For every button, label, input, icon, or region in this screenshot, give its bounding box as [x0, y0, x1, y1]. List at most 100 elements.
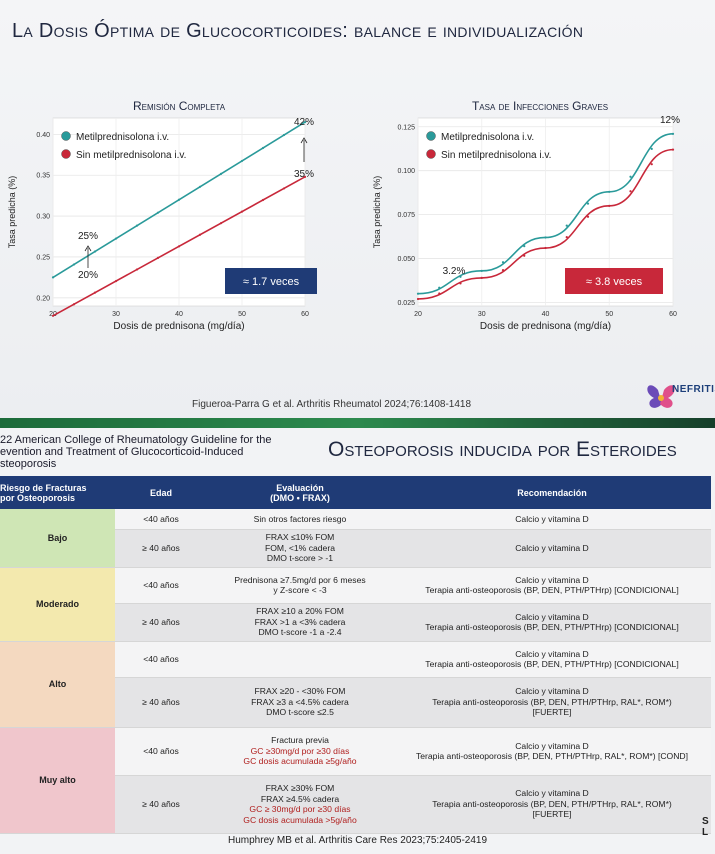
- series-point: [219, 222, 223, 225]
- age-cell: <40 años: [115, 509, 207, 530]
- annotation-high: 12%: [660, 115, 680, 126]
- evaluation-line: DMO t-score > -1: [266, 553, 334, 564]
- table-row: ≥ 40 años FRAX ≥30% FOM FRAX ≥4.5% cadera G…: [0, 775, 711, 834]
- evaluation-cell: [207, 641, 393, 678]
- y-tick-label: 0.125: [397, 124, 415, 131]
- evaluation-line: FRAX ≥4.5% cadera: [260, 793, 340, 804]
- series-point: [72, 303, 76, 306]
- reference-line: evention and Treatment of Glucocorticoid…: [0, 446, 244, 458]
- recommendation-line: Calcio y vitamina D: [515, 686, 589, 697]
- header-risk: Riesgo de Fracturas por Osteoporosis: [0, 476, 115, 509]
- table-header-row: Riesgo de Fracturas por Osteoporosis Eda…: [0, 476, 711, 509]
- age-cell: <40 años: [115, 567, 207, 604]
- evaluation-line: DMO t-score ≤2.5: [266, 707, 334, 718]
- y-tick-label: 0.100: [397, 168, 415, 175]
- age-cell: ≥ 40 años: [115, 677, 207, 728]
- series-point: [303, 120, 307, 124]
- butterfly-logo-icon: [647, 385, 675, 408]
- evaluation-cell: FRAX ≥30% FOM FRAX ≥4.5% cadera GC ≥ 30mg/…: [207, 775, 393, 834]
- evaluation-line: Sin otros factores riesgo: [253, 513, 347, 524]
- series-point: [565, 224, 568, 227]
- risk-level-cell: Moderado: [0, 567, 115, 642]
- x-tick-label: 20: [49, 311, 57, 318]
- series-point: [501, 261, 505, 264]
- series-point: [93, 250, 97, 253]
- recommendation-line: Calcio y vitamina D: [515, 611, 589, 622]
- series-point: [438, 286, 441, 289]
- series-point: [608, 190, 611, 193]
- evaluation-line: FRAX >1 a <3% cadera: [254, 616, 346, 627]
- series-point: [198, 233, 202, 236]
- y-tick-label: 0.025: [397, 300, 415, 307]
- series-point: [261, 146, 265, 150]
- y-axis-label: Tasa predicha (%): [372, 176, 382, 249]
- series-point: [671, 132, 675, 135]
- series-point: [501, 269, 505, 272]
- reference-line: 22 American College of Rheumatology Guid…: [0, 434, 272, 446]
- series-point: [240, 210, 244, 213]
- series-point: [544, 246, 547, 250]
- series-line-0: [417, 133, 674, 295]
- series-point: [303, 175, 307, 178]
- slide2-title: Osteoporosis inducida por Esteroides: [328, 438, 677, 461]
- series-point: [51, 276, 55, 279]
- series-point: [135, 268, 139, 271]
- y-tick-label: 0.050: [397, 256, 415, 263]
- table-row: ≥ 40 años FRAX ≥20 - <30% FOM FRAX ≥3 a <4…: [0, 677, 711, 728]
- evaluation-cell: Sin otros factores riesgo: [207, 509, 393, 530]
- legend-label: Metilprednisolona i.v.: [76, 132, 169, 143]
- legend-marker-icon: [426, 149, 436, 159]
- evaluation-line-highlight: GC dosis acumulada ≥5g/año: [243, 756, 357, 767]
- header-age: Edad: [115, 476, 207, 509]
- recommendation-line: Terapia anti-osteoporosis (BP, DEN, PTH/…: [425, 659, 679, 669]
- evaluation-line: Prednisona ≥7.5mg/d por 6 meses: [234, 574, 366, 585]
- series-point: [544, 236, 547, 239]
- reference-line: steoporosis: [0, 458, 57, 470]
- y-tick-label: 0.20: [36, 295, 50, 302]
- y-tick-label: 0.35: [36, 173, 50, 180]
- evaluation-cell: FRAX ≥20 - <30% FOM FRAX ≥3 a <4.5% cader…: [207, 677, 393, 728]
- evaluation-line: DMO t-score -1 a -2.4: [258, 627, 342, 638]
- y-axis-label: Tasa predicha (%): [7, 176, 17, 249]
- series-point: [177, 198, 181, 201]
- series-point: [261, 198, 265, 202]
- recommendation-table: Riesgo de Fracturas por Osteoporosis Eda…: [0, 476, 711, 834]
- chart-title: Remisión Completa: [133, 99, 226, 113]
- series-point: [114, 279, 118, 283]
- age-cell: ≥ 40 años: [115, 603, 207, 642]
- x-axis-label: Dosis de prednisona (mg/día): [480, 321, 611, 332]
- annotation-high-top: 42%: [294, 117, 314, 128]
- legend-marker-icon: [426, 131, 436, 141]
- charts-panel: 0.20 0.25 0.30 0.35 0.40 20 30 40 50 60 Remisión C…: [7, 99, 680, 332]
- series-point: [416, 292, 420, 295]
- recommendation-cell: Calcio y vitamina D: [393, 509, 711, 530]
- slide2-citation: Humphrey MB et al. Arthritis Care Res 20…: [228, 835, 488, 846]
- legend-label: Sin metilprednisolona i.v.: [441, 150, 551, 161]
- evaluation-cell: Fractura previa GC ≥30mg/d por ≥30 días GC…: [207, 727, 393, 776]
- series-point: [671, 148, 675, 151]
- y-tick-label: 0.25: [36, 254, 50, 261]
- evaluation-line: Fractura previa: [271, 735, 329, 746]
- series-point: [93, 291, 97, 294]
- legend-label: Metilprednisolona i.v.: [441, 132, 534, 143]
- legend-marker-icon: [61, 149, 71, 159]
- slide1-title: La Dosis Óptima de Glucocorticoides: bal…: [12, 20, 584, 42]
- series-point: [565, 235, 568, 239]
- series-point: [480, 276, 483, 279]
- series-point: [282, 187, 286, 190]
- series-point: [480, 269, 483, 272]
- table-row: Bajo <40 años Sin otros factores riesgo Cal…: [0, 509, 711, 568]
- chart-title: Tasa de Infecciones Graves: [472, 99, 608, 113]
- ratio-badge-label: ≈ 1.7 veces: [243, 276, 300, 288]
- x-tick-label: 60: [301, 311, 309, 318]
- y-tick-label: 0.075: [397, 212, 415, 219]
- recommendation-line: Terapia anti-osteoporosis (BP, DEN, PTH/…: [425, 585, 679, 595]
- annotation-low-bottom: 20%: [78, 270, 98, 281]
- series-point: [438, 292, 441, 295]
- x-tick-label: 20: [414, 311, 422, 318]
- arrow-low-head-icon: [84, 245, 92, 252]
- table-row: Alto <40 años Calcio y vitamina D Terapia a…: [0, 641, 711, 728]
- recommendation-cell: Calcio y vitamina D Terapia anti-osteopor…: [393, 567, 711, 604]
- series-point: [629, 175, 632, 178]
- risk-level-cell: Bajo: [0, 509, 115, 568]
